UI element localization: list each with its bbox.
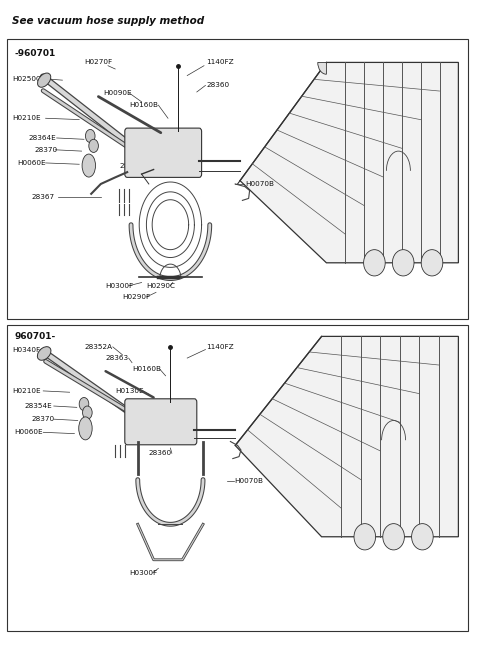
Text: 28360: 28360 bbox=[149, 450, 172, 457]
Text: 1140FZ: 1140FZ bbox=[206, 59, 234, 66]
Text: 960701-: 960701- bbox=[14, 332, 56, 341]
Wedge shape bbox=[318, 62, 326, 74]
Text: 28370: 28370 bbox=[35, 147, 58, 153]
FancyBboxPatch shape bbox=[125, 128, 202, 177]
Text: H0290F: H0290F bbox=[122, 294, 151, 300]
Ellipse shape bbox=[383, 524, 404, 550]
Ellipse shape bbox=[37, 73, 51, 87]
Text: 28364E: 28364E bbox=[29, 135, 57, 141]
Text: See vacuum hose supply method: See vacuum hose supply method bbox=[12, 16, 204, 26]
Text: 1140FZ: 1140FZ bbox=[206, 344, 234, 350]
Ellipse shape bbox=[79, 417, 92, 440]
Text: H0210E: H0210E bbox=[12, 388, 41, 394]
Text: H0300F: H0300F bbox=[106, 283, 134, 289]
Text: H0060E: H0060E bbox=[14, 429, 43, 436]
Ellipse shape bbox=[364, 250, 385, 276]
Text: H0160B: H0160B bbox=[130, 102, 158, 108]
Text: H0130E: H0130E bbox=[115, 388, 144, 394]
Ellipse shape bbox=[421, 250, 443, 276]
Ellipse shape bbox=[392, 250, 414, 276]
Text: H0070B: H0070B bbox=[234, 478, 263, 484]
FancyBboxPatch shape bbox=[125, 399, 197, 445]
Text: H0210E: H0210E bbox=[12, 115, 41, 122]
Text: 28354E: 28354E bbox=[24, 403, 52, 409]
Text: H0270F: H0270F bbox=[84, 59, 112, 66]
Text: H0060E: H0060E bbox=[17, 160, 46, 166]
Text: 28363: 28363 bbox=[106, 355, 129, 361]
Circle shape bbox=[89, 139, 98, 152]
Text: H0070B: H0070B bbox=[245, 181, 274, 187]
Ellipse shape bbox=[82, 154, 96, 177]
Text: 28352A: 28352A bbox=[84, 344, 112, 350]
Text: 28366A: 28366A bbox=[119, 162, 147, 169]
Text: 28367: 28367 bbox=[31, 194, 54, 200]
Polygon shape bbox=[235, 336, 458, 537]
Circle shape bbox=[79, 397, 89, 411]
Polygon shape bbox=[240, 62, 458, 263]
Text: 28370: 28370 bbox=[31, 416, 54, 422]
Text: -960701: -960701 bbox=[14, 49, 56, 58]
Text: H0290C: H0290C bbox=[146, 283, 175, 289]
Text: 28360: 28360 bbox=[206, 82, 229, 89]
Text: H0250C: H0250C bbox=[12, 76, 41, 82]
Text: H0160B: H0160B bbox=[132, 366, 161, 373]
Text: H0300F: H0300F bbox=[130, 570, 158, 576]
Circle shape bbox=[83, 406, 92, 419]
Bar bbox=[7, 39, 468, 319]
Text: H0340F: H0340F bbox=[12, 346, 40, 353]
Ellipse shape bbox=[411, 524, 433, 550]
Text: H0090E: H0090E bbox=[103, 90, 132, 97]
Bar bbox=[7, 325, 468, 631]
Ellipse shape bbox=[354, 524, 376, 550]
Circle shape bbox=[85, 129, 95, 143]
Ellipse shape bbox=[37, 347, 51, 360]
